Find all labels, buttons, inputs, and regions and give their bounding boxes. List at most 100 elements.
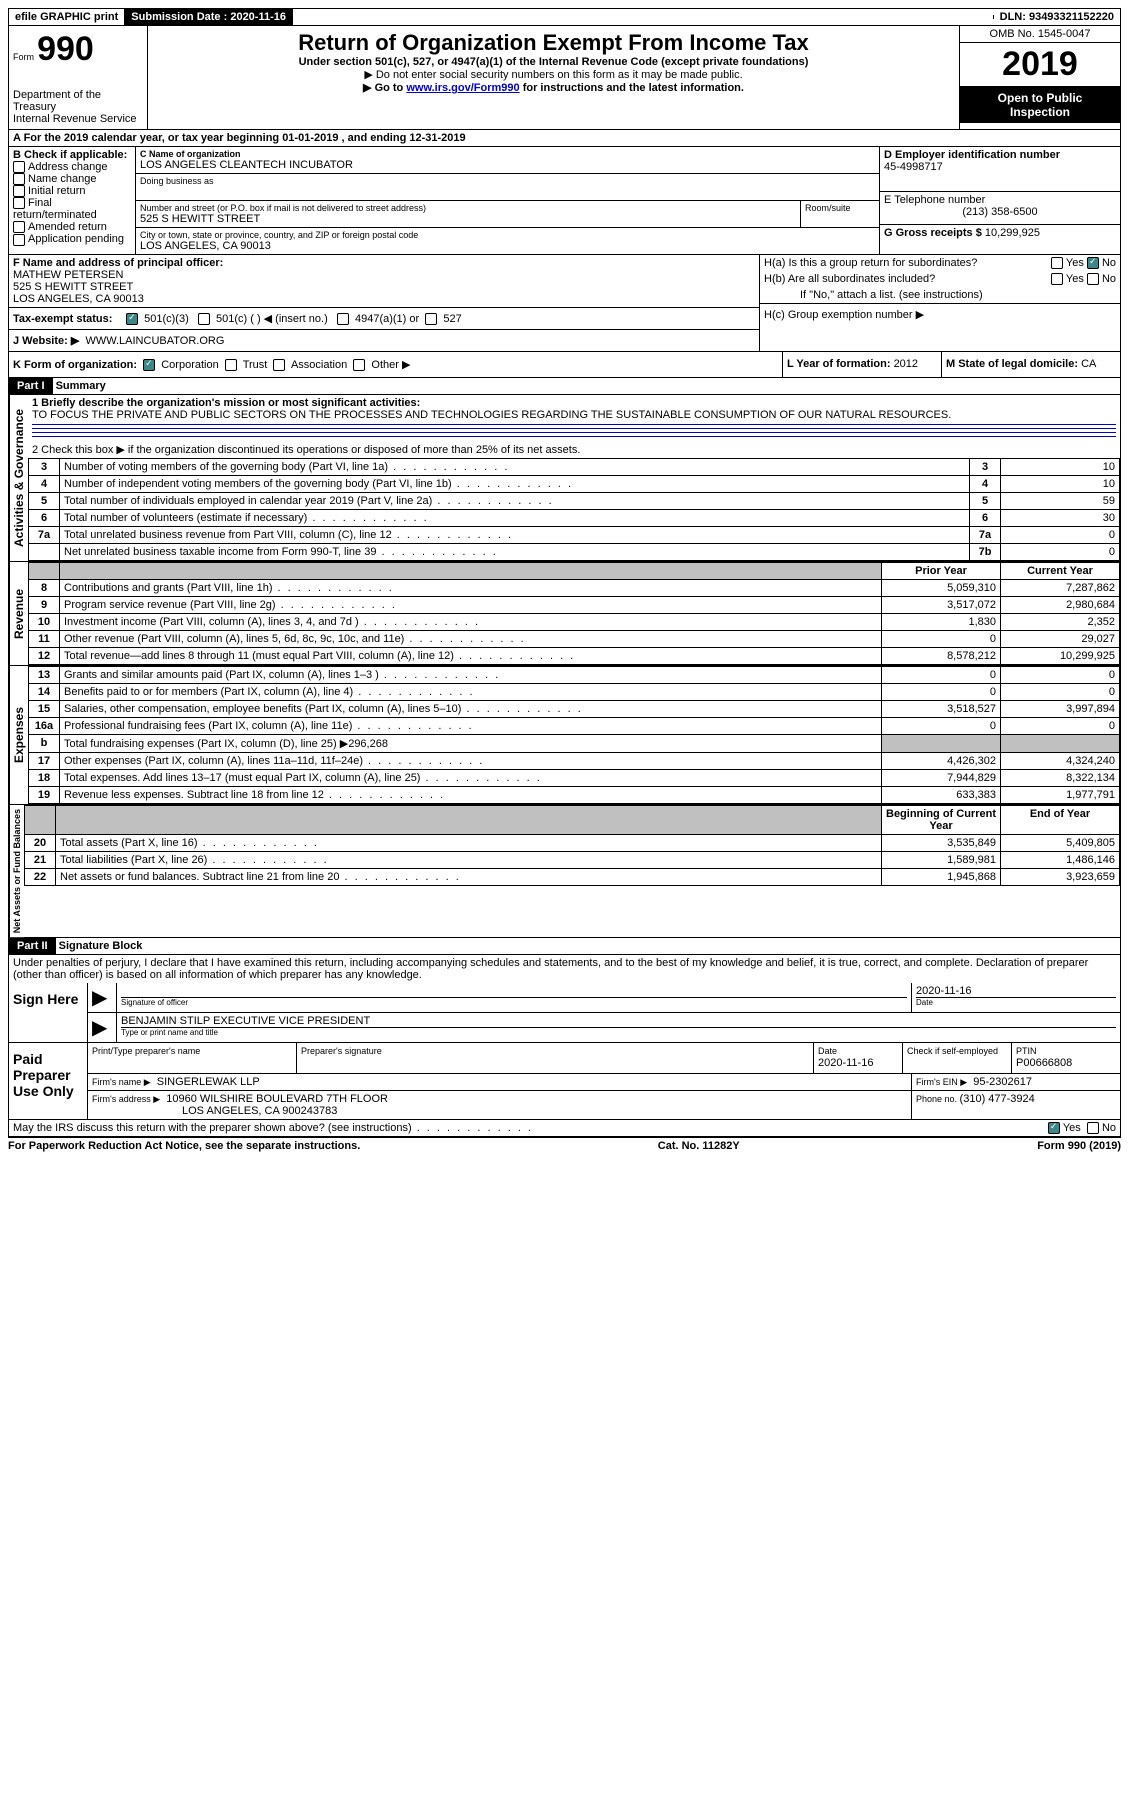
org-name-label: C Name of organization — [140, 149, 875, 159]
table-row: 20Total assets (Part X, line 16)3,535,84… — [25, 835, 1120, 852]
k-label: K Form of organization: — [13, 359, 137, 371]
chk-address[interactable]: Address change — [13, 161, 131, 173]
chk-name[interactable]: Name change — [13, 173, 131, 185]
addr-label: Number and street (or P.O. box if mail i… — [140, 203, 796, 213]
chk-4947[interactable] — [337, 313, 349, 325]
box-b: B Check if applicable: Address change Na… — [9, 147, 136, 254]
form-subtitle-2: ▶ Do not enter social security numbers o… — [152, 68, 955, 81]
chk-initial[interactable]: Initial return — [13, 185, 131, 197]
officer-addr1: 525 S HEWITT STREET — [13, 281, 755, 293]
l-label: L Year of formation: — [787, 358, 894, 370]
part1-title: Summary — [56, 380, 106, 392]
hb-note: If "No," attach a list. (see instruction… — [760, 287, 1120, 304]
chk-other[interactable] — [353, 359, 365, 371]
l-value: 2012 — [894, 358, 918, 370]
ptin-label: PTIN — [1016, 1046, 1037, 1056]
discuss-no-label: No — [1102, 1122, 1116, 1134]
irs-link[interactable]: www.irs.gov/Form990 — [406, 82, 519, 94]
ein-value: 45-4998717 — [884, 161, 1116, 173]
box-i: Tax-exempt status: 501(c)(3) 501(c) ( ) … — [9, 308, 759, 330]
box-d: D Employer identification number 45-4998… — [880, 147, 1120, 175]
table-row: 9Program service revenue (Part VIII, lin… — [29, 597, 1120, 614]
prep-name-label: Print/Type preparer's name — [92, 1046, 200, 1056]
chk-501c3[interactable] — [126, 313, 138, 325]
officer-sig-cell: Signature of officer — [117, 983, 912, 1012]
goto-suffix: for instructions and the latest informat… — [523, 82, 744, 94]
line1-label: 1 Briefly describe the organization's mi… — [32, 397, 1116, 409]
opt-527: 527 — [443, 313, 461, 325]
discuss-text: May the IRS discuss this return with the… — [13, 1122, 1048, 1134]
inspection: Inspection — [962, 105, 1118, 119]
hb-no[interactable]: No — [1087, 273, 1116, 285]
ag-table: 3Number of voting members of the governi… — [28, 458, 1120, 561]
chk-amended[interactable]: Amended return — [13, 221, 131, 233]
dba-label: Doing business as — [140, 176, 875, 186]
exp-content: 13Grants and similar amounts paid (Part … — [28, 666, 1120, 804]
addr-row: Number and street (or P.O. box if mail i… — [136, 201, 879, 228]
part1-badge: Part I — [9, 378, 53, 394]
page-footer: For Paperwork Reduction Act Notice, see … — [8, 1137, 1121, 1152]
prep-name-cell: Print/Type preparer's name — [88, 1043, 297, 1073]
ha-yes[interactable]: Yes — [1051, 257, 1084, 269]
officer-name: MATHEW PETERSEN — [13, 269, 755, 281]
chk-amended-label: Amended return — [28, 221, 107, 233]
officer-addr2: LOS ANGELES, CA 90013 — [13, 293, 755, 305]
ha-no[interactable]: No — [1087, 257, 1116, 269]
hb-no-label: No — [1102, 273, 1116, 285]
opt-4947: 4947(a)(1) or — [355, 313, 419, 325]
firm-name-label: Firm's name ▶ — [92, 1077, 151, 1087]
firm-phone-label: Phone no. — [916, 1094, 960, 1104]
table-row: 8Contributions and grants (Part VIII, li… — [29, 580, 1120, 597]
gross-value: 10,299,925 — [985, 227, 1040, 239]
chk-501c[interactable] — [198, 313, 210, 325]
inspection-box: Open to Public Inspection — [960, 87, 1120, 123]
rev-section: Revenue Prior YearCurrent Year8Contribut… — [8, 562, 1121, 666]
firm-addr-label: Firm's address ▶ — [92, 1094, 160, 1104]
sig-date-label: Date — [916, 997, 1116, 1007]
form-header: Form 990 Department of the Treasury Inte… — [8, 26, 1121, 130]
omb-number: OMB No. 1545-0047 — [960, 26, 1120, 43]
part2-header: Part II Signature Block — [8, 938, 1121, 955]
discuss-no[interactable]: No — [1087, 1122, 1116, 1134]
self-emp-cell: Check if self-employed — [903, 1043, 1012, 1073]
hb-label: H(b) Are all subordinates included? — [764, 273, 1051, 285]
ag-content: 1 Briefly describe the organization's mi… — [28, 395, 1120, 561]
dept-treasury: Department of the Treasury — [13, 89, 143, 113]
net-section: Net Assets or Fund Balances Beginning of… — [8, 805, 1121, 938]
net-table: Beginning of Current YearEnd of Year20To… — [24, 805, 1120, 886]
m-value: CA — [1081, 358, 1096, 370]
table-row: 16aProfessional fundraising fees (Part I… — [29, 718, 1120, 735]
sig-arrow-1: ▶ — [88, 983, 117, 1012]
chk-pending[interactable]: Application pending — [13, 233, 131, 245]
table-row: 17Other expenses (Part IX, column (A), l… — [29, 753, 1120, 770]
box-l: L Year of formation: 2012 — [783, 352, 942, 377]
discuss-yes[interactable]: Yes — [1048, 1122, 1081, 1134]
submission-date-value: 2020-11-16 — [230, 11, 286, 23]
chk-trust[interactable] — [225, 359, 237, 371]
discuss-yes-label: Yes — [1063, 1122, 1081, 1134]
exp-section: Expenses 13Grants and similar amounts pa… — [8, 666, 1121, 805]
efile-label: efile GRAPHIC print — [9, 9, 125, 25]
side-label-net: Net Assets or Fund Balances — [9, 805, 24, 937]
chk-assoc[interactable] — [273, 359, 285, 371]
ptin-cell: PTIN P00666808 — [1012, 1043, 1120, 1073]
paid-preparer-content: Print/Type preparer's name Preparer's si… — [88, 1043, 1120, 1119]
form-title: Return of Organization Exempt From Incom… — [152, 30, 955, 56]
addr-value: 525 S HEWITT STREET — [140, 213, 796, 225]
chk-corp[interactable] — [143, 359, 155, 371]
chk-initial-label: Initial return — [28, 185, 85, 197]
chk-final-label: Final return/terminated — [13, 197, 97, 221]
chk-final[interactable]: Final return/terminated — [13, 197, 131, 221]
city-row: City or town, state or province, country… — [136, 228, 879, 254]
box-g: G Gross receipts $ 10,299,925 — [880, 224, 1120, 241]
signature-block: Sign Here ▶ Signature of officer 2020-11… — [8, 983, 1121, 1137]
table-row: 4Number of independent voting members of… — [29, 476, 1120, 493]
chk-address-label: Address change — [28, 161, 108, 173]
top-bar-spacer — [293, 15, 994, 19]
hb-yes[interactable]: Yes — [1051, 273, 1084, 285]
hc-label: H(c) Group exemption number ▶ — [760, 304, 1120, 325]
section-bcdefg: B Check if applicable: Address change Na… — [8, 147, 1121, 255]
chk-527[interactable] — [425, 313, 437, 325]
discuss-row: May the IRS discuss this return with the… — [9, 1120, 1120, 1136]
side-label-ag: Activities & Governance — [9, 395, 28, 561]
